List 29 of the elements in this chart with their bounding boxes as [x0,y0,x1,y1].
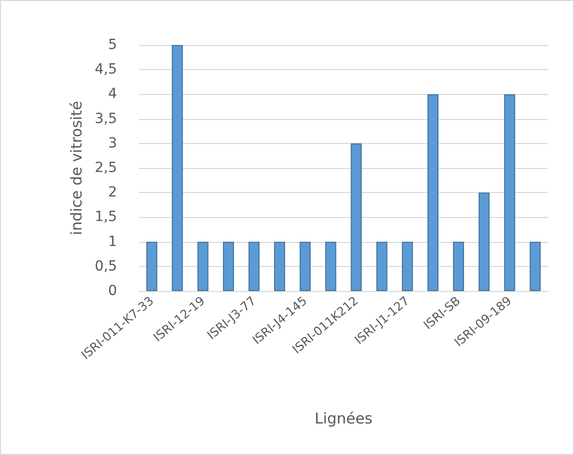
bar [350,143,362,291]
y-tick-label: 3,5 [94,110,117,127]
bar [453,242,464,291]
bar [248,242,260,291]
y-tick-label: 1,5 [94,209,117,226]
y-tick-label: 0,5 [94,258,117,274]
bar [530,242,541,291]
bar [222,242,234,291]
bar [300,242,311,291]
y-tick-label: 2,5 [94,160,117,176]
bar [504,94,516,291]
y-tick-label: 4 [108,86,118,102]
bar [172,45,183,291]
bar [274,242,286,291]
bar [146,242,158,291]
y-tick-label: 4,5 [94,62,117,78]
bar [325,242,336,291]
y-tick-label: 1 [108,234,117,250]
bar [427,94,438,291]
y-axis-title: indice de vitrosité [67,100,86,236]
bar [197,242,208,291]
y-tick-label: 5 [108,37,117,53]
bar [376,242,388,291]
bar [402,242,413,291]
y-tick-label: 2 [108,184,117,201]
bar [478,192,490,291]
x-axis-title: Lignées [314,410,373,428]
y-tick-label: 3 [108,135,117,152]
y-tick-label: 0 [108,283,117,299]
